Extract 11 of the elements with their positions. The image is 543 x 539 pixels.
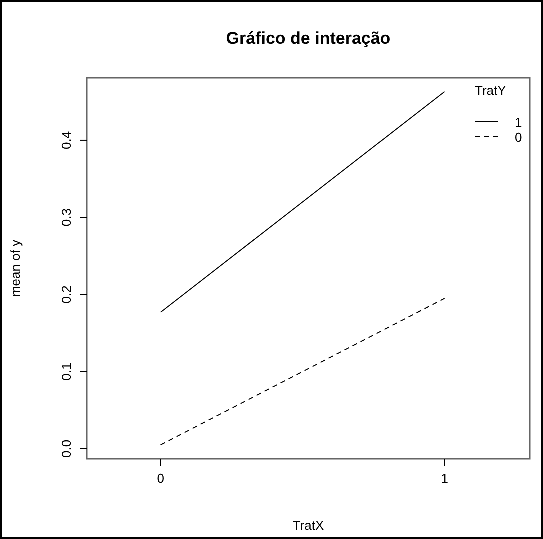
legend-title: TratY xyxy=(475,83,507,98)
y-tick-label: 0.3 xyxy=(59,208,74,227)
y-tick-label: 0.4 xyxy=(59,131,74,150)
legend-label: 0 xyxy=(515,130,522,145)
y-tick-label: 0.1 xyxy=(59,362,74,381)
chart-title: Gráfico de interação xyxy=(226,29,391,48)
y-tick-label: 0.2 xyxy=(59,286,74,304)
x-axis-title: TratX xyxy=(292,518,324,533)
legend-label: 1 xyxy=(515,115,522,130)
y-axis-title: mean of y xyxy=(8,239,23,298)
y-tick-label: 0.0 xyxy=(59,440,74,458)
